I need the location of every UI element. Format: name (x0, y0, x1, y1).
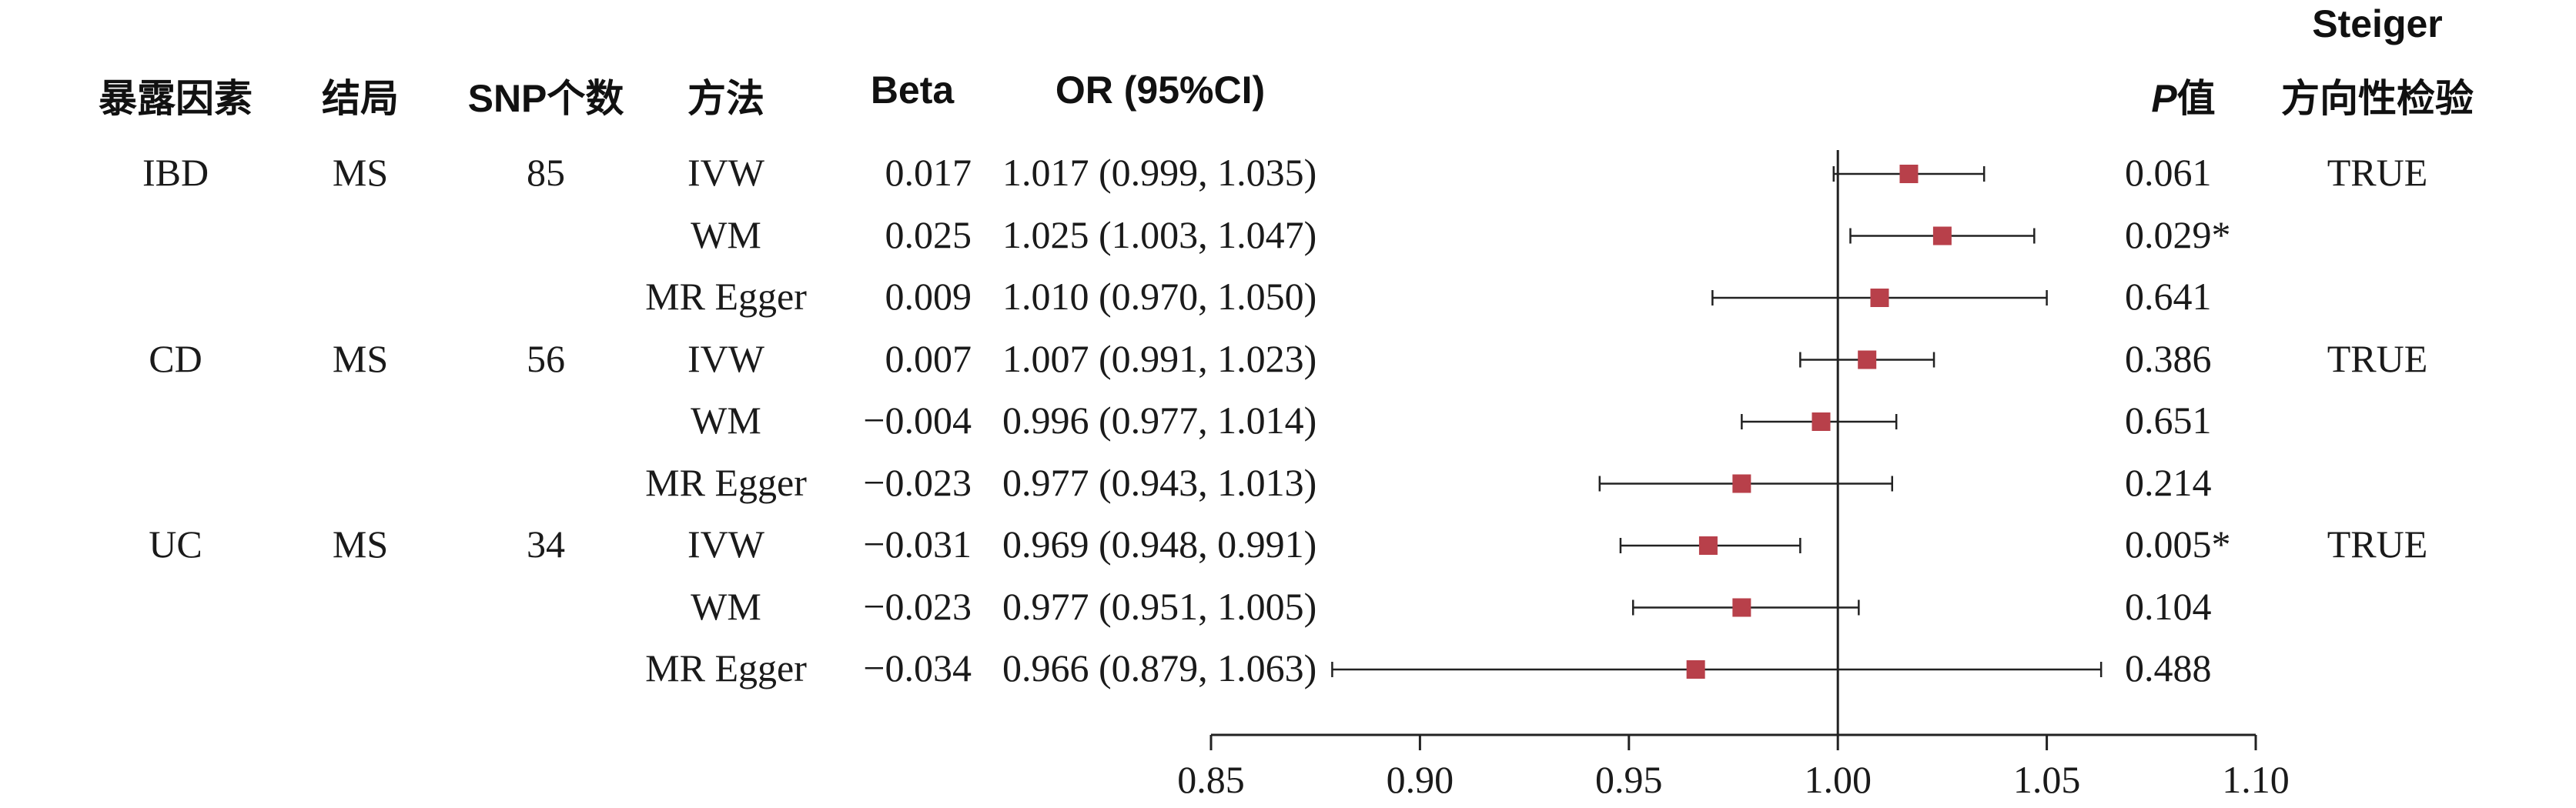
header-steiger-line1: Steiger (2312, 2, 2443, 45)
cell-steiger: TRUE (2327, 336, 2428, 380)
cell-or-ci: 1.025 (1.003, 1.047) (1002, 212, 1317, 256)
cell-method: MR Egger (645, 275, 807, 318)
cell-p-value: 0.641 (2125, 275, 2212, 318)
cell-or-ci: 0.977 (0.943, 1.013) (1002, 460, 1317, 504)
cell-or-ci: 0.969 (0.948, 0.991) (1002, 523, 1317, 566)
cell-method: MR Egger (645, 646, 807, 689)
cell-snp-count: 56 (527, 336, 565, 380)
cell-outcome: MS (332, 336, 389, 380)
cell-p-value: 0.104 (2125, 584, 2212, 628)
point-marker (1698, 536, 1718, 555)
cell-beta: −0.023 (863, 460, 972, 504)
cell-snp-count: 85 (527, 151, 565, 194)
cell-beta: 0.009 (885, 275, 972, 318)
cell-method: WM (691, 212, 761, 256)
header-snp-count: SNP个数 (467, 77, 624, 120)
header-steiger-line2: 方向性检验 (2281, 77, 2474, 120)
cell-method: IVW (687, 151, 764, 194)
cell-beta: −0.034 (863, 646, 972, 689)
cell-exposure: CD (149, 336, 202, 380)
cell-method: MR Egger (645, 460, 807, 504)
cell-method: IVW (687, 523, 764, 566)
header-method: 方法 (687, 77, 764, 120)
x-tick-label: 1.10 (2222, 758, 2290, 801)
x-tick-label: 0.90 (1387, 758, 1454, 801)
cell-p-value: 0.214 (2125, 460, 2212, 504)
cell-or-ci: 1.007 (0.991, 1.023) (1002, 336, 1317, 380)
point-marker (1812, 412, 1831, 431)
cell-or-ci: 0.977 (0.951, 1.005) (1002, 584, 1317, 628)
point-marker (1732, 598, 1751, 617)
point-marker (1870, 289, 1889, 307)
cell-beta: −0.031 (863, 523, 972, 566)
cell-exposure: UC (149, 523, 202, 566)
cell-or-ci: 1.010 (0.970, 1.050) (1002, 275, 1317, 318)
x-tick-label: 0.85 (1177, 758, 1245, 801)
cell-method: WM (691, 399, 761, 442)
cell-steiger: TRUE (2327, 523, 2428, 566)
cell-p-value: 0.029* (2125, 212, 2231, 256)
point-marker (1899, 165, 1919, 183)
point-marker (1686, 660, 1705, 679)
cell-beta: −0.023 (863, 584, 972, 628)
x-tick-label: 0.95 (1595, 758, 1663, 801)
header-beta: Beta (870, 68, 955, 112)
header-exposure: 暴露因素 (99, 77, 253, 120)
cell-beta: 0.007 (885, 336, 972, 380)
point-marker (1932, 226, 1952, 245)
header-outcome: 结局 (322, 77, 399, 120)
header-or-ci: OR (95%CI) (1055, 68, 1266, 112)
point-marker (1732, 474, 1751, 493)
cell-steiger: TRUE (2327, 151, 2428, 194)
x-tick-label: 1.05 (2013, 758, 2081, 801)
header-p-italic: P (2151, 77, 2177, 120)
cell-exposure: IBD (142, 151, 209, 194)
cell-p-value: 0.061 (2125, 151, 2212, 194)
x-tick-label: 1.00 (1804, 758, 1872, 801)
header-p-value: P值 (2151, 68, 2215, 123)
cell-snp-count: 34 (527, 523, 565, 566)
cell-p-value: 0.005* (2125, 523, 2231, 566)
cell-outcome: MS (332, 523, 389, 566)
cell-method: WM (691, 584, 761, 628)
header-p-suffix: 值 (2176, 77, 2216, 120)
cell-or-ci: 0.966 (0.879, 1.063) (1002, 646, 1317, 689)
cell-method: IVW (687, 336, 764, 380)
cell-beta: 0.025 (885, 212, 972, 256)
cell-p-value: 0.386 (2125, 336, 2212, 380)
cell-p-value: 0.651 (2125, 399, 2212, 442)
cell-beta: −0.004 (863, 399, 972, 442)
cell-p-value: 0.488 (2125, 646, 2212, 689)
cell-or-ci: 1.017 (0.999, 1.035) (1002, 151, 1317, 194)
cell-or-ci: 0.996 (0.977, 1.014) (1002, 399, 1317, 442)
cell-beta: 0.017 (885, 151, 972, 194)
point-marker (1858, 350, 1877, 369)
cell-outcome: MS (332, 151, 389, 194)
